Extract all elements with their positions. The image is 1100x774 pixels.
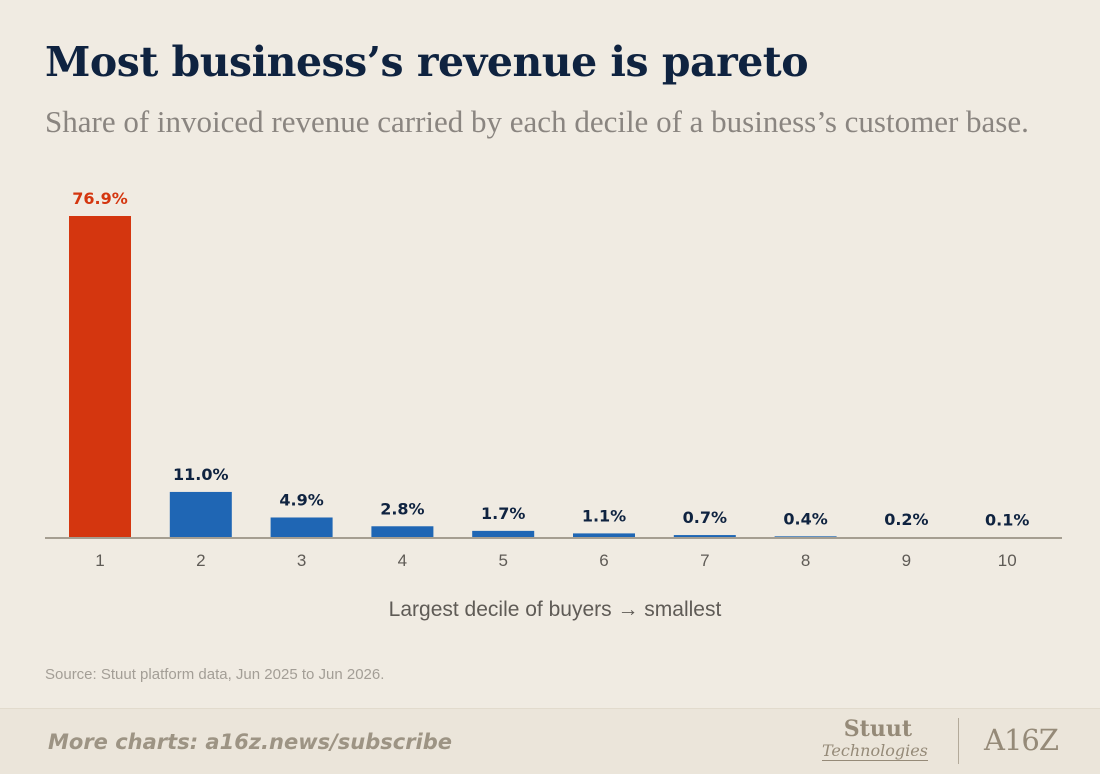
stuut-logo-tagline: Technologies [822, 741, 928, 761]
a16z-logo: A16Z [984, 723, 1059, 757]
x-tick-5: 5 [498, 551, 507, 570]
chart-title: Most business’s revenue is pareto [45, 38, 809, 86]
x-tick-10: 10 [998, 551, 1017, 570]
x-tick-9: 9 [902, 551, 911, 570]
logo-divider [958, 718, 959, 764]
footer-bar: More charts: a16z.news/subscribe Stuut T… [0, 708, 1100, 774]
bar-2 [169, 491, 232, 538]
data-label-8: 0.4% [783, 509, 827, 528]
stuut-logo-wordmark: Stuut [843, 716, 912, 742]
x-tick-8: 8 [801, 551, 810, 570]
data-label-5: 1.7% [481, 504, 525, 523]
bar-chart: 76.9% 1 11.0% 2 4.9% 3 2.8% 4 1.7% 5 1.1% 6 0.7% 7 0.4… [45, 189, 1062, 570]
x-tick-3: 3 [297, 551, 306, 570]
x-tick-1: 1 [95, 551, 104, 570]
x-tick-7: 7 [700, 551, 709, 570]
source-note: Source: Stuut platform data, Jun 2025 to… [45, 666, 385, 683]
data-label-3: 4.9% [279, 490, 323, 509]
stuut-logo: Stuut Technologies [822, 716, 942, 768]
bar-3 [270, 517, 333, 538]
bar-4 [371, 526, 434, 538]
data-label-1: 76.9% [72, 189, 128, 208]
data-label-7: 0.7% [683, 508, 727, 527]
bar-7 [673, 535, 736, 538]
data-label-9: 0.2% [884, 510, 928, 529]
x-tick-2: 2 [196, 551, 205, 570]
x-axis-label: Largest decile of buyers → smallest [388, 598, 722, 621]
data-label-2: 11.0% [173, 465, 229, 484]
subscribe-link[interactable]: More charts: a16z.news/subscribe [48, 730, 453, 754]
x-tick-6: 6 [599, 551, 608, 570]
data-label-6: 1.1% [582, 506, 626, 525]
chart-subtitle: Share of invoiced revenue carried by eac… [45, 104, 1029, 139]
bar-1 [69, 216, 131, 538]
data-label-10: 0.1% [985, 510, 1029, 529]
x-tick-4: 4 [398, 551, 407, 570]
bar-5 [472, 530, 535, 538]
data-label-4: 2.8% [380, 499, 424, 518]
bar-6 [573, 533, 635, 538]
